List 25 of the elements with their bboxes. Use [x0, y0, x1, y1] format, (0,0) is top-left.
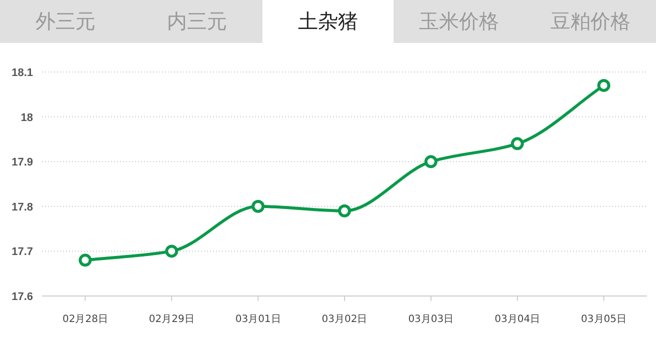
point: [78, 254, 92, 267]
y-tick-label: 17.9: [12, 156, 33, 169]
x-tick-label: 02月29日: [148, 314, 194, 325]
x-tick-label: 03月03日: [408, 314, 454, 325]
y-tick-label: 17.6: [12, 291, 33, 303]
point: [165, 244, 178, 258]
x-tick-label: 03月05日: [581, 314, 627, 325]
y-tick-label: 17.7: [12, 246, 33, 258]
point: [338, 204, 351, 218]
x-tick-label: 03月01日: [235, 314, 281, 325]
text: 内三元: [166, 9, 227, 33]
x-tick-label: 03月04日: [494, 314, 540, 325]
y-tick-label: 17.8: [12, 201, 33, 214]
text: 豆粕价格: [550, 9, 630, 33]
x-tick-label: 02月28日: [62, 314, 108, 325]
point: [597, 78, 610, 92]
x-tick-label: 03月02日: [322, 314, 368, 325]
point: [424, 155, 438, 168]
text: 外三元: [36, 9, 96, 33]
point: [252, 200, 265, 213]
point: [510, 137, 524, 150]
y-tick-label: 18.1: [12, 67, 33, 79]
text: 玉米价格: [419, 9, 500, 33]
y-tick-label: 18: [20, 112, 33, 124]
chart-title: 土杂猪: [298, 9, 358, 33]
